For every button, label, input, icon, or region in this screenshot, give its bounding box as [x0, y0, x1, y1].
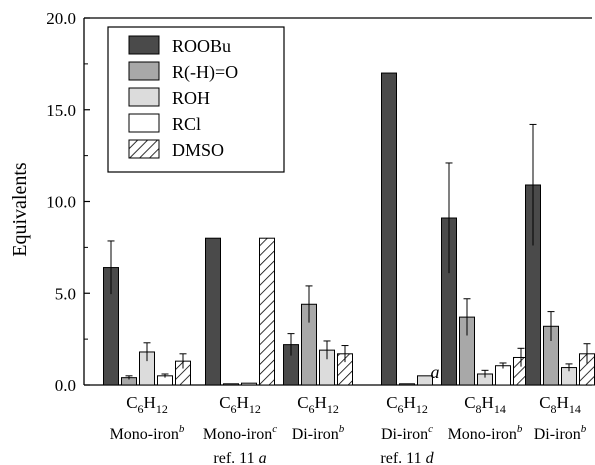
- legend-swatch-dmso: [128, 139, 160, 159]
- x-tick-label-substrate: C6H12: [219, 393, 261, 416]
- y-tick-label: 15.0: [46, 101, 76, 120]
- bar-ketone: [399, 383, 415, 386]
- legend-swatch-ketone: [128, 61, 160, 81]
- legend-label: R(-H)=O: [172, 62, 238, 83]
- y-tick-label: 0.0: [55, 376, 76, 395]
- legend-label: ROH: [172, 88, 210, 108]
- y-tick-label: 10.0: [46, 193, 76, 212]
- bar-roh: [417, 375, 433, 386]
- x-tick-label-catalyst: Mono-ironb: [110, 423, 185, 443]
- legend-swatch-rcl: [128, 113, 160, 133]
- legend-label: DMSO: [172, 140, 224, 160]
- x-tick-label-ref: ref. 11 d: [380, 450, 434, 465]
- x-tick-label-ref: ref. 11 a: [213, 450, 266, 465]
- legend-label: RCl: [172, 114, 201, 134]
- legend-label: ROOBu: [172, 36, 231, 56]
- legend-swatch-roobu: [128, 35, 160, 55]
- x-tick-label-catalyst: Di-ironc: [381, 423, 433, 443]
- x-tick-label-substrate: C8H14: [464, 393, 506, 416]
- x-tick-label-substrate: C8H14: [539, 393, 581, 416]
- bar-roobu: [205, 237, 221, 386]
- bar-roobu: [381, 72, 397, 386]
- x-tick-label-substrate: C6H12: [386, 393, 428, 416]
- x-tick-label-catalyst: Mono-ironb: [448, 423, 523, 443]
- x-tick-label-catalyst: Di-ironb: [534, 423, 587, 443]
- bar-rcl: [495, 365, 511, 386]
- group-annotation: a: [431, 362, 440, 382]
- bar-roh: [241, 382, 257, 386]
- bar-ketone: [223, 383, 239, 386]
- x-tick-label-substrate: C6H12: [297, 393, 339, 416]
- x-tick-label-catalyst: Mono-ironc: [203, 423, 277, 443]
- legend-swatch-roh: [128, 87, 160, 107]
- y-tick-label: 5.0: [55, 284, 76, 303]
- y-axis-label: Equivalents: [9, 162, 31, 257]
- x-tick-label-substrate: C6H12: [126, 393, 168, 416]
- x-tick-label-catalyst: Di-ironb: [292, 423, 345, 443]
- bar-dmso: [259, 237, 275, 386]
- y-tick-label: 20.0: [46, 9, 76, 28]
